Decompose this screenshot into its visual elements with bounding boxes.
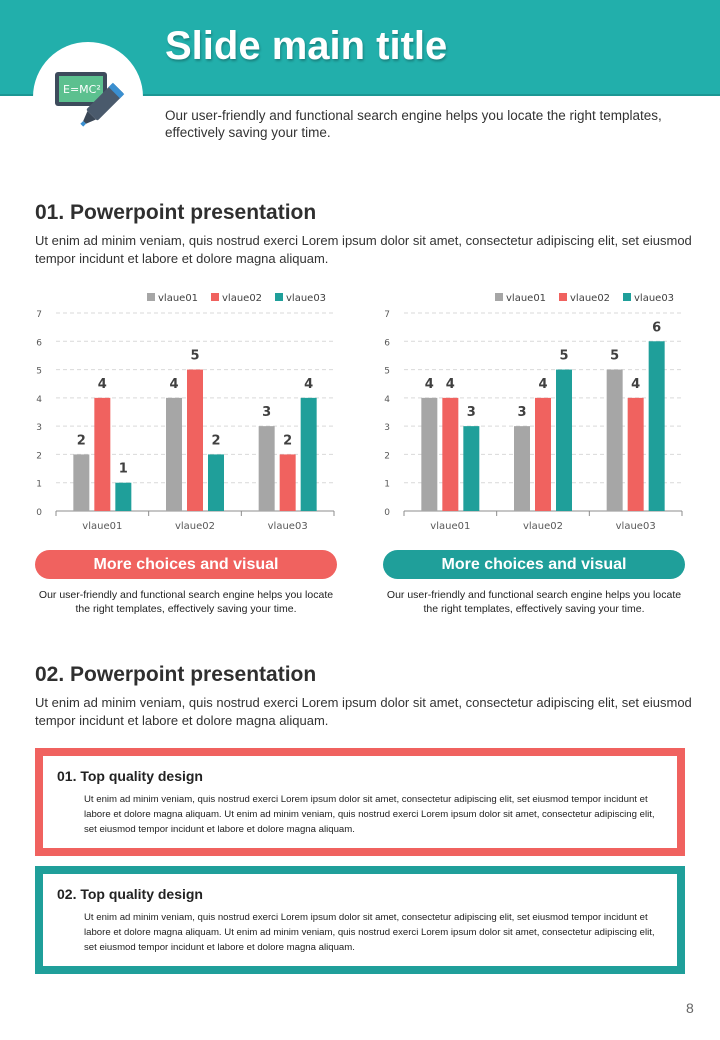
legend-swatch bbox=[495, 293, 503, 301]
bar bbox=[421, 397, 438, 511]
bar bbox=[556, 369, 572, 511]
y-tick-label: 5 bbox=[384, 367, 390, 377]
data-label: 2 bbox=[283, 433, 292, 448]
bar bbox=[279, 454, 296, 511]
y-tick-label: 6 bbox=[384, 338, 390, 348]
y-tick-label: 3 bbox=[36, 423, 42, 433]
y-tick-label: 1 bbox=[36, 480, 42, 490]
bar bbox=[73, 454, 90, 511]
y-tick-label: 1 bbox=[384, 480, 390, 490]
y-tick-label: 0 bbox=[36, 508, 42, 518]
card-1-label: More choices and visual bbox=[35, 550, 337, 579]
card-2-text: Our user-friendly and functional search … bbox=[386, 589, 682, 615]
data-label: 4 bbox=[98, 377, 107, 392]
legend-label: vlaue03 bbox=[286, 293, 326, 304]
x-tick-label: vlaue02 bbox=[175, 521, 215, 532]
bar-chart-2: 0 1 2 3 4 5 6 7 vlaue01 4 4 3 vlaue02 3 4 5 vlaue03 5 4 6 vl… bbox=[378, 285, 698, 535]
bar bbox=[258, 426, 275, 511]
legend-swatch bbox=[559, 293, 567, 301]
data-label: 4 bbox=[425, 377, 434, 392]
svg-text:E=MC²: E=MC² bbox=[63, 83, 101, 96]
page-title: Slide main title bbox=[165, 24, 448, 68]
bar bbox=[463, 426, 480, 511]
y-tick-label: 7 bbox=[384, 310, 390, 320]
section2-text: Ut enim ad minim veniam, quis nostrud ex… bbox=[35, 695, 692, 728]
icon-circle: E=MC² bbox=[33, 42, 143, 152]
page-number: 8 bbox=[686, 1000, 694, 1016]
section2-heading: 02. Powerpoint presentation bbox=[35, 663, 317, 686]
legend-swatch bbox=[147, 293, 155, 301]
bar bbox=[648, 341, 665, 511]
legend-swatch bbox=[275, 293, 283, 301]
bar bbox=[208, 454, 224, 511]
page-subtitle: Our user-friendly and functional search … bbox=[165, 108, 662, 140]
quality-box-1: 01. Top quality design Ut enim ad minim … bbox=[35, 748, 685, 856]
data-label: 4 bbox=[538, 377, 547, 392]
x-tick-label: vlaue01 bbox=[82, 521, 122, 532]
data-label: 3 bbox=[467, 405, 476, 420]
data-label: 4 bbox=[304, 377, 313, 392]
quality-box-2: 02. Top quality design Ut enim ad minim … bbox=[35, 866, 685, 974]
quality-box-1-title: 01. Top quality design bbox=[57, 768, 203, 784]
section1-heading: 01. Powerpoint presentation bbox=[35, 201, 317, 224]
y-tick-label: 2 bbox=[384, 451, 390, 461]
legend-label: vlaue01 bbox=[158, 293, 198, 304]
data-label: 5 bbox=[190, 349, 199, 364]
bar bbox=[442, 397, 459, 511]
y-tick-label: 2 bbox=[36, 451, 42, 461]
legend-swatch bbox=[211, 293, 219, 301]
legend-label: vlaue02 bbox=[222, 293, 262, 304]
y-tick-label: 5 bbox=[36, 367, 42, 377]
x-tick-label: vlaue03 bbox=[268, 521, 308, 532]
bar bbox=[514, 426, 530, 511]
data-label: 4 bbox=[631, 377, 640, 392]
data-label: 4 bbox=[169, 377, 178, 392]
bar bbox=[115, 482, 132, 511]
legend-label: vlaue01 bbox=[506, 293, 546, 304]
data-label: 4 bbox=[446, 377, 455, 392]
card-2-label: More choices and visual bbox=[383, 550, 685, 579]
card-1-text: Our user-friendly and functional search … bbox=[38, 589, 334, 615]
bar-chart-1: 0 1 2 3 4 5 6 7 vlaue01 2 4 1 vlaue02 4 5 2 vlaue03 3 2 4 vl… bbox=[30, 285, 350, 535]
data-label: 2 bbox=[77, 433, 86, 448]
bar bbox=[166, 397, 182, 511]
legend-label: vlaue02 bbox=[570, 293, 610, 304]
legend-label: vlaue03 bbox=[634, 293, 674, 304]
quality-box-1-text: Ut enim ad minim veniam, quis nostrud ex… bbox=[84, 794, 655, 835]
bar bbox=[627, 397, 644, 511]
bar bbox=[187, 369, 203, 511]
y-tick-label: 6 bbox=[36, 338, 42, 348]
bar bbox=[94, 397, 111, 511]
x-tick-label: vlaue03 bbox=[616, 521, 656, 532]
x-tick-label: vlaue01 bbox=[430, 521, 470, 532]
data-label: 6 bbox=[652, 320, 661, 335]
data-label: 3 bbox=[262, 405, 271, 420]
y-tick-label: 4 bbox=[384, 395, 390, 405]
y-tick-label: 0 bbox=[384, 508, 390, 518]
data-label: 5 bbox=[559, 349, 568, 364]
bar bbox=[300, 397, 317, 511]
quality-box-2-title: 02. Top quality design bbox=[57, 886, 203, 902]
bar bbox=[606, 369, 623, 511]
y-tick-label: 7 bbox=[36, 310, 42, 320]
quality-box-2-text: Ut enim ad minim veniam, quis nostrud ex… bbox=[84, 912, 655, 953]
data-label: 1 bbox=[119, 462, 128, 477]
y-tick-label: 4 bbox=[36, 395, 42, 405]
bar bbox=[535, 397, 551, 511]
data-label: 2 bbox=[211, 433, 220, 448]
section1-text: Ut enim ad minim veniam, quis nostrud ex… bbox=[35, 233, 692, 266]
data-label: 3 bbox=[517, 405, 526, 420]
legend-swatch bbox=[623, 293, 631, 301]
y-tick-label: 3 bbox=[384, 423, 390, 433]
data-label: 5 bbox=[610, 349, 619, 364]
formula-board-marker-icon: E=MC² bbox=[55, 72, 125, 127]
x-tick-label: vlaue02 bbox=[523, 521, 563, 532]
